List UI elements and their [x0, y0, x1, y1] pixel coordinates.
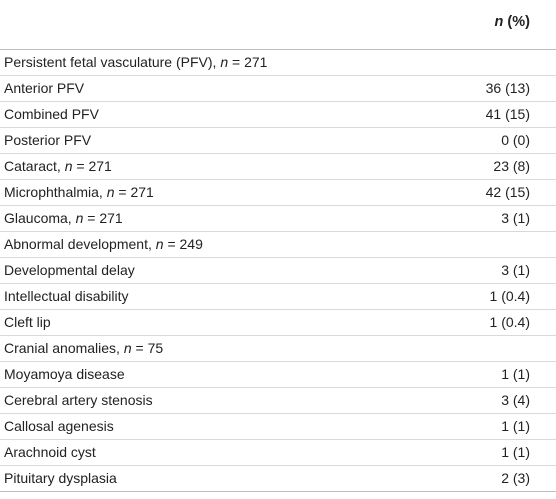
row-n-count: = 271: [72, 158, 112, 174]
row-n-count: = 271: [83, 210, 123, 226]
row-label-text: Moyamoya disease: [4, 366, 125, 382]
row-label: Combined PFV: [4, 106, 99, 122]
row-n-symbol: n: [106, 184, 115, 200]
row-value: 23 (8): [493, 158, 530, 174]
table-row: Developmental delay 3 (1): [0, 258, 556, 284]
row-n-symbol: n: [64, 158, 73, 174]
row-label: Glaucoma, n = 271: [4, 210, 123, 226]
row-label: Cerebral artery stenosis: [4, 392, 153, 408]
row-value: 1 (0.4): [489, 314, 530, 330]
row-value: 1 (1): [501, 444, 530, 460]
row-value: 36 (13): [485, 80, 530, 96]
row-value: 3 (4): [501, 392, 530, 408]
row-label-text: Callosal agenesis: [4, 418, 114, 434]
row-label: Callosal agenesis: [4, 418, 114, 434]
row-label-text: Intellectual disability: [4, 288, 129, 304]
table-row: Arachnoid cyst 1 (1): [0, 440, 556, 466]
row-label-text: Developmental delay: [4, 262, 135, 278]
row-label-text: Cleft lip: [4, 314, 51, 330]
row-label-text: Combined PFV: [4, 106, 99, 122]
table-row: Combined PFV 41 (15): [0, 102, 556, 128]
table-row: Persistent fetal vasculature (PFV), n = …: [0, 50, 556, 76]
row-label-text: Arachnoid cyst: [4, 444, 96, 460]
table-row: Glaucoma, n = 271 3 (1): [0, 206, 556, 232]
row-n-count: = 271: [228, 54, 268, 70]
row-label-text: Cerebral artery stenosis: [4, 392, 153, 408]
row-n-count: = 75: [131, 340, 164, 356]
row-label: Arachnoid cyst: [4, 444, 96, 460]
row-label: Anterior PFV: [4, 80, 84, 96]
row-label-text: Abnormal development,: [4, 236, 156, 252]
row-label: Moyamoya disease: [4, 366, 125, 382]
table-row: Cleft lip 1 (0.4): [0, 310, 556, 336]
row-label: Abnormal development, n = 249: [4, 236, 203, 252]
n-symbol: n: [494, 14, 504, 30]
row-label-text: Posterior PFV: [4, 132, 92, 148]
row-label: Posterior PFV: [4, 132, 91, 148]
table-row: Posterior PFV 0 (0): [0, 128, 556, 154]
row-value: 3 (1): [501, 262, 530, 278]
table-row: Microphthalmia, n = 271 42 (15): [0, 180, 556, 206]
table-row: Moyamoya disease 1 (1): [0, 362, 556, 388]
table-row: Cerebral artery stenosis 3 (4): [0, 388, 556, 414]
row-label: Cranial anomalies, n = 75: [4, 340, 163, 356]
row-value: 1 (0.4): [489, 288, 530, 304]
row-value: 42 (15): [485, 184, 530, 200]
row-label-text: Cataract,: [4, 158, 65, 174]
row-n-symbol: n: [155, 236, 164, 252]
table-row: Cataract, n = 271 23 (8): [0, 154, 556, 180]
row-n-symbol: n: [75, 210, 84, 226]
table-row: Abnormal development, n = 249: [0, 232, 556, 258]
row-n-count: = 271: [114, 184, 154, 200]
row-value: 2 (3): [501, 470, 530, 486]
row-label: Cleft lip: [4, 314, 51, 330]
row-label: Pituitary dysplasia: [4, 470, 117, 486]
row-n-symbol: n: [220, 54, 229, 70]
row-label: Cataract, n = 271: [4, 158, 112, 174]
table-header: n (%): [0, 0, 556, 50]
row-label-text: Microphthalmia,: [4, 184, 107, 200]
row-value: 1 (1): [501, 366, 530, 382]
row-label: Persistent fetal vasculature (PFV), n = …: [4, 54, 267, 70]
row-value: 1 (1): [501, 418, 530, 434]
row-label: Microphthalmia, n = 271: [4, 184, 154, 200]
row-label-text: Pituitary dysplasia: [4, 470, 117, 486]
row-label-text: Persistent fetal vasculature (PFV),: [4, 54, 221, 70]
row-value: 0 (0): [501, 132, 530, 148]
row-label-text: Anterior PFV: [4, 80, 85, 96]
table-row: Cranial anomalies, n = 75: [0, 336, 556, 362]
percent-suffix: (%): [503, 14, 530, 30]
table-row: Intellectual disability 1 (0.4): [0, 284, 556, 310]
row-label: Developmental delay: [4, 262, 135, 278]
column-header-n-percent: n (%): [495, 14, 530, 30]
row-value: 3 (1): [501, 210, 530, 226]
table-row: Callosal agenesis 1 (1): [0, 414, 556, 440]
row-label: Intellectual disability: [4, 288, 129, 304]
row-label-text: Glaucoma,: [4, 210, 76, 226]
row-n-symbol: n: [123, 340, 132, 356]
table-row: Pituitary dysplasia 2 (3): [0, 466, 556, 492]
table-row: Anterior PFV 36 (13): [0, 76, 556, 102]
row-label-text: Cranial anomalies,: [4, 340, 124, 356]
row-n-count: = 249: [163, 236, 203, 252]
row-value: 41 (15): [485, 106, 530, 122]
